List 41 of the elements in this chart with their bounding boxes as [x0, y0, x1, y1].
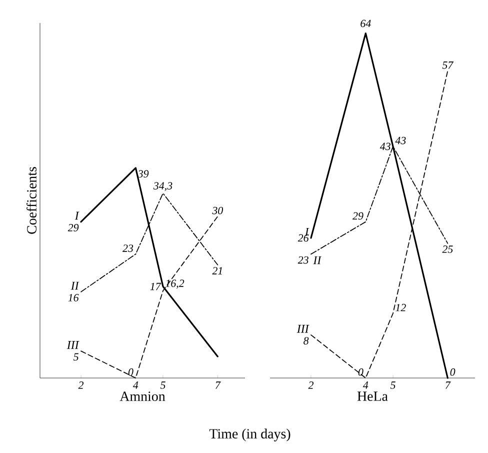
data-label: 29 [68, 224, 79, 232]
x-tick-label: 7 [216, 382, 221, 389]
x-axis-title: Amnion [120, 392, 166, 402]
data-label: 29 [352, 212, 364, 220]
data-label: 0 [450, 368, 456, 376]
data-label: 5 [74, 353, 78, 361]
data-label: 64 [360, 20, 371, 28]
x-tick-label: 4 [362, 382, 368, 389]
x-tick-label: 4 [132, 382, 138, 389]
series-label: I [304, 228, 310, 236]
x-tick-label: 5 [160, 382, 166, 389]
x-tick-label: 7 [446, 382, 451, 389]
text: Time (in days) [209, 428, 290, 442]
y-axis-title: Coefficients [26, 167, 36, 234]
data-label: 16 [68, 294, 79, 302]
data-label: 39 [138, 170, 149, 178]
data-label: 25 [442, 246, 453, 253]
data-label: 23 [298, 256, 308, 264]
data-label: 23 [122, 244, 134, 252]
data-label: 17 [150, 282, 162, 290]
series-label: III [296, 324, 310, 333]
data-label: 26 [298, 234, 309, 242]
data-label: 43 [380, 142, 390, 150]
data-label: 8 [304, 337, 309, 345]
x-tick-label: 5 [390, 382, 396, 389]
series-label: III [66, 341, 80, 349]
series-label: I [74, 212, 80, 220]
data-label: 16,2 [166, 280, 184, 289]
x-axis-title: HeLa [357, 392, 388, 401]
data-label: 43 [395, 136, 406, 144]
data-label: 21 [212, 267, 222, 274]
x-tick-label: 2 [78, 382, 84, 389]
x-tick-label: 2 [308, 382, 314, 389]
data-label: 0 [128, 368, 134, 376]
data-label: 34,3 [153, 182, 172, 192]
data-label: 30 [212, 206, 224, 214]
data-label: 57 [442, 62, 454, 69]
data-label: 0 [358, 368, 364, 376]
series-label: II [70, 282, 80, 290]
data-label: 12 [396, 304, 406, 312]
series-label: II [313, 256, 322, 264]
